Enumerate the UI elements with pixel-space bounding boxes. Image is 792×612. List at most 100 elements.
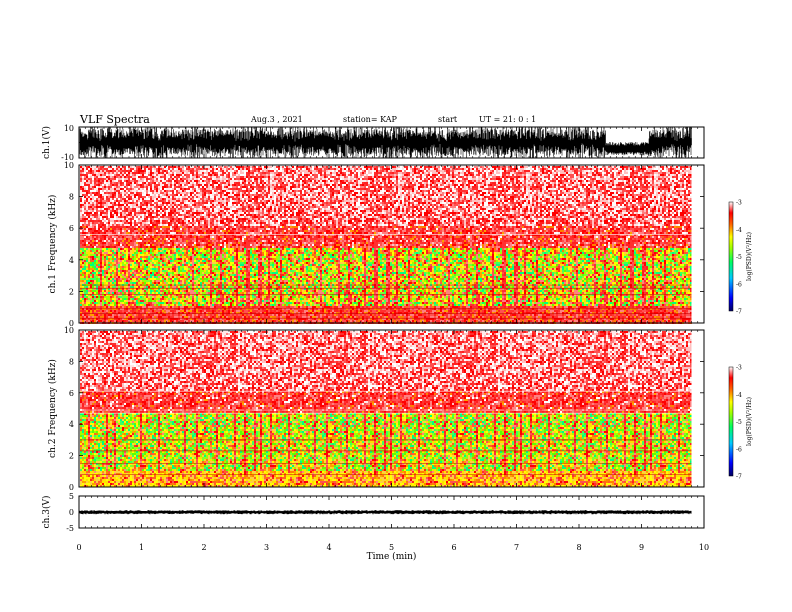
psd-cell bbox=[96, 306, 98, 308]
psd-cell bbox=[82, 276, 84, 278]
psd-cell bbox=[82, 232, 84, 234]
psd-cell bbox=[84, 180, 86, 182]
psd-cell bbox=[90, 194, 92, 196]
psd-cell bbox=[82, 254, 84, 256]
psd-cell bbox=[80, 280, 82, 282]
psd-cell bbox=[96, 188, 98, 190]
psd-cell bbox=[96, 260, 98, 262]
psd-cell bbox=[86, 202, 88, 204]
psd-cell bbox=[88, 218, 90, 220]
psd-cell bbox=[86, 178, 88, 180]
psd-cell bbox=[86, 226, 88, 228]
psd-cell bbox=[88, 190, 90, 192]
psd-cell bbox=[82, 216, 84, 218]
psd-cell bbox=[92, 250, 94, 252]
psd-cell bbox=[92, 206, 94, 208]
psd-cell bbox=[84, 230, 86, 232]
psd-cell bbox=[88, 316, 90, 318]
psd-cell bbox=[88, 172, 90, 174]
psd-cell bbox=[82, 172, 84, 174]
psd-cell bbox=[90, 240, 92, 242]
psd-cell bbox=[94, 184, 96, 186]
psd-cell bbox=[98, 242, 100, 244]
psd-cell bbox=[92, 256, 94, 258]
psd-cell bbox=[96, 290, 98, 292]
psd-cell bbox=[92, 172, 94, 174]
psd-cell bbox=[88, 286, 90, 288]
psd-cell bbox=[92, 178, 94, 180]
psd-cell bbox=[80, 298, 82, 300]
psd-cell bbox=[92, 190, 94, 192]
psd-cell bbox=[82, 286, 84, 288]
psd-cell bbox=[94, 208, 96, 210]
psd-cell bbox=[80, 260, 82, 262]
psd-cell bbox=[82, 212, 84, 214]
psd-cell bbox=[94, 292, 96, 294]
psd-cell bbox=[88, 184, 90, 186]
psd-cell bbox=[82, 244, 84, 246]
psd-cell bbox=[82, 174, 84, 176]
psd-cell bbox=[86, 190, 88, 192]
psd-cell bbox=[82, 222, 84, 224]
psd-cell bbox=[80, 204, 82, 206]
psd-cell bbox=[86, 298, 88, 300]
psd-cell bbox=[90, 274, 92, 276]
psd-cell bbox=[80, 216, 82, 218]
psd-cell bbox=[84, 224, 86, 226]
psd-cell bbox=[94, 270, 96, 272]
psd-cell bbox=[84, 232, 86, 234]
psd-cell bbox=[90, 280, 92, 282]
psd-cell bbox=[98, 168, 100, 170]
psd-cell bbox=[92, 224, 94, 226]
psd-cell bbox=[84, 314, 86, 316]
psd-cell bbox=[94, 202, 96, 204]
psd-cell bbox=[82, 260, 84, 262]
psd-cell bbox=[92, 266, 94, 268]
psd-cell bbox=[94, 168, 96, 170]
psd-cell bbox=[94, 278, 96, 280]
psd-cell bbox=[84, 204, 86, 206]
psd-cell bbox=[92, 174, 94, 176]
psd-cell bbox=[86, 176, 88, 178]
psd-cell bbox=[86, 242, 88, 244]
psd-cell bbox=[82, 224, 84, 226]
psd-cell bbox=[84, 170, 86, 172]
psd-cell bbox=[90, 252, 92, 254]
psd-cell bbox=[88, 272, 90, 274]
psd-cell bbox=[82, 206, 84, 208]
psd-cell bbox=[96, 238, 98, 240]
psd-cell bbox=[80, 182, 82, 184]
psd-cell bbox=[96, 264, 98, 266]
psd-cell bbox=[96, 190, 98, 192]
psd-cell bbox=[90, 246, 92, 248]
psd-cell bbox=[80, 168, 82, 170]
psd-cell bbox=[94, 232, 96, 234]
psd-cell bbox=[80, 272, 82, 274]
psd-cell bbox=[88, 188, 90, 190]
psd-cell bbox=[98, 174, 100, 176]
psd-cell bbox=[88, 266, 90, 268]
psd-cell bbox=[82, 180, 84, 182]
psd-cell bbox=[98, 200, 100, 202]
psd-cell bbox=[94, 298, 96, 300]
psd-cell bbox=[92, 268, 94, 270]
psd-cell bbox=[90, 256, 92, 258]
psd-cell bbox=[86, 278, 88, 280]
psd-cell bbox=[94, 258, 96, 260]
psd-cell bbox=[82, 238, 84, 240]
psd-cell bbox=[92, 186, 94, 188]
psd-cell bbox=[88, 180, 90, 182]
psd-cell bbox=[92, 166, 94, 168]
psd-cell bbox=[84, 194, 86, 196]
psd-cell bbox=[98, 204, 100, 206]
psd-cell bbox=[88, 304, 90, 306]
psd-cell bbox=[98, 172, 100, 174]
psd-cell bbox=[92, 320, 94, 322]
psd-cell bbox=[92, 276, 94, 278]
psd-cell bbox=[98, 178, 100, 180]
psd-cell bbox=[96, 232, 98, 234]
psd-cell bbox=[82, 270, 84, 272]
psd-cell bbox=[96, 282, 98, 284]
psd-cell bbox=[94, 302, 96, 304]
psd-cell bbox=[90, 208, 92, 210]
